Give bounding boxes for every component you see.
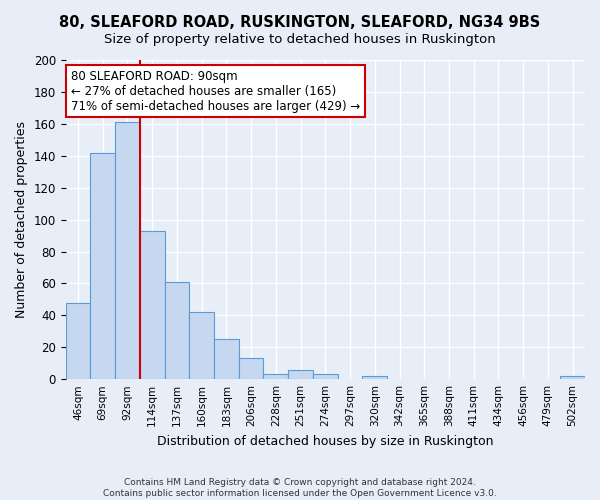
Bar xyxy=(65,302,91,379)
Bar xyxy=(190,312,214,379)
Bar xyxy=(140,231,164,379)
Text: Size of property relative to detached houses in Ruskington: Size of property relative to detached ho… xyxy=(104,32,496,46)
Bar xyxy=(214,340,239,379)
Bar xyxy=(313,374,338,379)
Text: 80 SLEAFORD ROAD: 90sqm
← 27% of detached houses are smaller (165)
71% of semi-d: 80 SLEAFORD ROAD: 90sqm ← 27% of detache… xyxy=(71,70,360,112)
Bar xyxy=(91,152,115,379)
X-axis label: Distribution of detached houses by size in Ruskington: Distribution of detached houses by size … xyxy=(157,434,494,448)
Bar xyxy=(560,376,585,379)
Bar xyxy=(115,122,140,379)
Bar xyxy=(288,370,313,379)
Bar xyxy=(164,282,190,379)
Y-axis label: Number of detached properties: Number of detached properties xyxy=(15,121,28,318)
Text: Contains HM Land Registry data © Crown copyright and database right 2024.
Contai: Contains HM Land Registry data © Crown c… xyxy=(103,478,497,498)
Text: 80, SLEAFORD ROAD, RUSKINGTON, SLEAFORD, NG34 9BS: 80, SLEAFORD ROAD, RUSKINGTON, SLEAFORD,… xyxy=(59,15,541,30)
Bar xyxy=(239,358,263,379)
Bar xyxy=(362,376,387,379)
Bar xyxy=(263,374,288,379)
